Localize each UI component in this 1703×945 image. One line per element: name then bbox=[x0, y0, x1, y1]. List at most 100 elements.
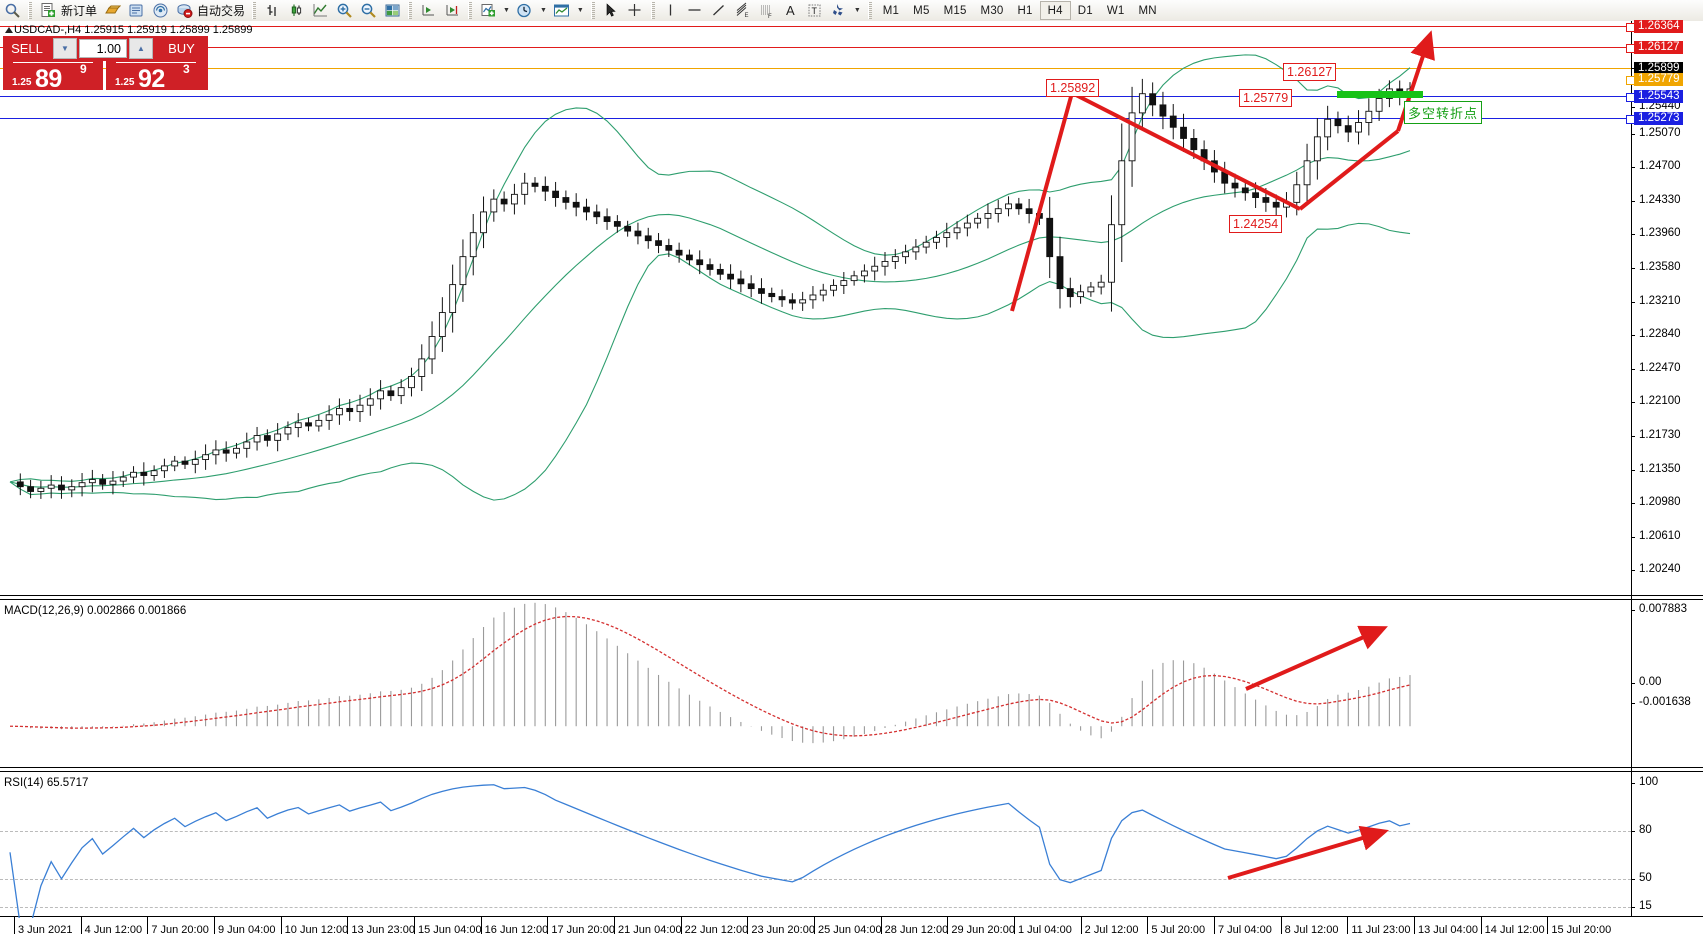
crosshair-tool-icon[interactable] bbox=[623, 1, 647, 21]
bid-price-tag-handle[interactable] bbox=[1626, 76, 1635, 85]
rsi-scale-100: 100 bbox=[1639, 776, 1659, 788]
last-price-tag[interactable]: 1.25899 bbox=[1634, 62, 1683, 75]
bar-chart-icon[interactable] bbox=[260, 1, 284, 21]
auto-trading-icon[interactable] bbox=[172, 1, 196, 21]
sell-button[interactable]: SELL bbox=[3, 36, 51, 61]
resistance-level-tag-1[interactable]: 1.26364 bbox=[1634, 20, 1683, 33]
price-scale-label: 1.24330 bbox=[1639, 194, 1681, 206]
time-tick bbox=[880, 916, 882, 934]
timeframe-m5[interactable]: M5 bbox=[913, 4, 930, 17]
toolbar-separator bbox=[468, 2, 473, 19]
timeframe-m1[interactable]: M1 bbox=[882, 4, 900, 17]
tile-windows-icon[interactable] bbox=[380, 1, 404, 21]
toolbar-separator bbox=[252, 2, 257, 19]
volume-decrease-button[interactable]: ▼ bbox=[53, 38, 77, 59]
sell-price-box[interactable]: 1.25 89 9 bbox=[3, 61, 103, 93]
time-axis-label: 21 Jun 04:00 bbox=[618, 924, 682, 936]
buy-button[interactable]: BUY bbox=[155, 36, 208, 61]
chart-area[interactable]: USDCAD-,H4 1.25915 1.25919 1.25899 1.258… bbox=[0, 20, 1703, 945]
new-order-icon[interactable] bbox=[36, 1, 60, 21]
support-level-tag-2[interactable]: 1.25273 bbox=[1634, 112, 1683, 125]
zoom-in-icon[interactable] bbox=[332, 1, 356, 21]
price-scale-label: 1.25440 bbox=[1639, 100, 1681, 112]
resistance-level-tag-2[interactable]: 1.26127 bbox=[1634, 41, 1683, 54]
indicators-icon[interactable] bbox=[476, 1, 500, 21]
annotation-mid[interactable]: 1.25779 bbox=[1239, 89, 1293, 107]
trendline-tool-icon[interactable] bbox=[707, 1, 731, 21]
macd-pane-top-border bbox=[0, 595, 1703, 596]
indicator-tick bbox=[1631, 610, 1635, 611]
volume-control[interactable]: ▼ 1.00 ▲ bbox=[51, 36, 155, 61]
gold-bar-icon[interactable] bbox=[100, 1, 124, 21]
timeframe-m15[interactable]: M15 bbox=[943, 4, 967, 17]
price-scale-label: 1.23580 bbox=[1639, 261, 1681, 273]
timeframe-mn[interactable]: MN bbox=[1138, 4, 1157, 17]
signals-icon[interactable] bbox=[148, 1, 172, 21]
price-tick bbox=[1631, 570, 1635, 571]
rsi-trend-arrow bbox=[1227, 825, 1390, 880]
vertical-line-tool-icon[interactable] bbox=[659, 1, 683, 21]
timeframe-d1[interactable]: D1 bbox=[1077, 4, 1093, 17]
annotation-target[interactable]: 1.26127 bbox=[1283, 63, 1337, 81]
macd-scale-zero: 0.00 bbox=[1639, 676, 1662, 688]
rsi-scale-80: 80 bbox=[1639, 824, 1652, 836]
time-tick bbox=[814, 916, 815, 934]
annotation-turning-point[interactable]: 多空转折点 bbox=[1404, 101, 1483, 124]
new-order-button[interactable]: 新订单 bbox=[61, 4, 98, 18]
resistance-line-2 bbox=[0, 47, 1631, 48]
support-level-tag-1[interactable]: 1.25543 bbox=[1634, 90, 1683, 103]
support-level-tag-2-handle[interactable] bbox=[1626, 115, 1635, 124]
time-tick bbox=[747, 916, 749, 934]
shapes-tool-icon[interactable] bbox=[827, 1, 851, 21]
timeframe-w1[interactable]: W1 bbox=[1106, 4, 1125, 17]
line-chart-icon[interactable] bbox=[308, 1, 332, 21]
timeframe-h4[interactable]: H4 bbox=[1039, 1, 1071, 20]
timeframe-m30[interactable]: M30 bbox=[980, 4, 1004, 17]
time-tick bbox=[1480, 916, 1482, 934]
indicators-dropdown-caret-icon[interactable]: ▼ bbox=[503, 7, 510, 14]
candlestick-chart-icon[interactable] bbox=[284, 1, 308, 21]
time-axis-top-border bbox=[0, 916, 1703, 917]
buy-price-box[interactable]: 1.25 92 3 bbox=[106, 61, 208, 93]
templates-icon[interactable] bbox=[550, 1, 574, 21]
time-tick bbox=[480, 916, 482, 934]
one-click-trading-panel[interactable]: SELL ▼ 1.00 ▲ BUY 1.25 89 9 1.25 92 3 bbox=[3, 36, 208, 93]
news-icon[interactable] bbox=[124, 1, 148, 21]
annotation-low[interactable]: 1.24254 bbox=[1229, 215, 1283, 233]
period-clock-icon[interactable] bbox=[513, 1, 537, 21]
time-tick bbox=[1347, 916, 1349, 934]
volume-input[interactable]: 1.00 bbox=[79, 39, 127, 58]
trade-panel-top-row: SELL ▼ 1.00 ▲ BUY bbox=[3, 36, 208, 61]
horizontal-line-tool-icon[interactable] bbox=[683, 1, 707, 21]
equidistant-channel-tool-icon[interactable]: E bbox=[731, 1, 755, 21]
time-tick bbox=[1214, 916, 1215, 934]
crosshair-cursor-icon[interactable] bbox=[0, 1, 24, 21]
text-tool-icon[interactable]: A bbox=[779, 1, 803, 21]
period-dropdown-caret-icon[interactable]: ▼ bbox=[539, 7, 547, 14]
indicator-tick bbox=[1631, 831, 1635, 832]
support-level-tag-1-handle[interactable] bbox=[1626, 93, 1635, 102]
rsi-scale-15: 15 bbox=[1639, 900, 1652, 912]
time-tick bbox=[1147, 916, 1149, 934]
annotation-high-1[interactable]: 1.25892 bbox=[1046, 79, 1100, 97]
auto-scroll-icon[interactable] bbox=[416, 1, 440, 21]
pointer-tool-icon[interactable] bbox=[599, 1, 623, 21]
resistance-level-tag-1-handle[interactable] bbox=[1626, 23, 1635, 32]
resistance-level-tag-2-handle[interactable] bbox=[1626, 44, 1635, 53]
macd-canvas bbox=[9, 602, 1411, 744]
chart-shift-icon[interactable] bbox=[440, 1, 464, 21]
price-scale-label: 1.21350 bbox=[1639, 463, 1681, 475]
fibonacci-tool-icon[interactable]: F bbox=[755, 1, 779, 21]
price-tick bbox=[1631, 302, 1635, 303]
zoom-out-icon[interactable] bbox=[356, 1, 380, 21]
templates-dropdown-caret-icon[interactable]: ▼ bbox=[576, 7, 584, 14]
time-axis-label: 13 Jun 23:00 bbox=[351, 924, 415, 936]
auto-trading-button[interactable]: 自动交易 bbox=[197, 4, 246, 18]
timeframe-h1[interactable]: H1 bbox=[1017, 4, 1033, 17]
shapes-dropdown-caret-icon[interactable]: ▼ bbox=[853, 7, 861, 14]
text-label-tool-icon[interactable]: T bbox=[803, 1, 827, 21]
volume-increase-button[interactable]: ▲ bbox=[129, 38, 153, 59]
toolbar-separator bbox=[408, 2, 413, 19]
bid-price-tag[interactable]: 1.25779 bbox=[1634, 73, 1683, 86]
time-tick bbox=[347, 916, 349, 934]
